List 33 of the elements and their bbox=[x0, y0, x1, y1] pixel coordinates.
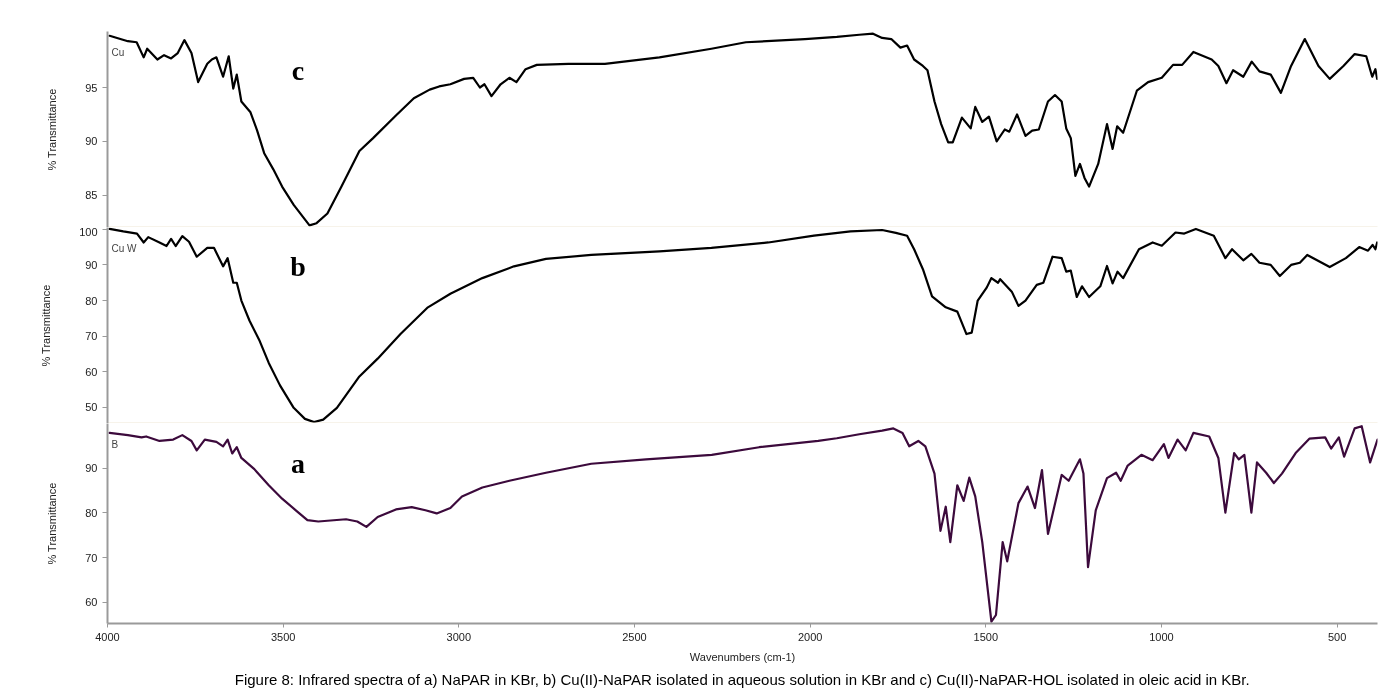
x-tick-label: 3500 bbox=[270, 630, 296, 643]
x-tick-label: 2500 bbox=[622, 630, 647, 643]
x-tick-label: 500 bbox=[1327, 630, 1347, 643]
y-tick-label: 60 bbox=[85, 596, 98, 609]
annotation: Cu W bbox=[111, 242, 138, 254]
x-tick-label: 4000 bbox=[95, 630, 120, 643]
y-tick-label: 70 bbox=[85, 551, 98, 564]
series-label: a bbox=[291, 448, 305, 479]
y-tick-label: 80 bbox=[85, 506, 98, 519]
y-axis-title: % Transmittance bbox=[46, 88, 59, 171]
x-tick-label: 1000 bbox=[1149, 630, 1174, 643]
y-tick-label: 90 bbox=[85, 462, 98, 475]
y-tick-label: 95 bbox=[85, 81, 98, 94]
series-label: c bbox=[291, 55, 305, 87]
y-tick-label: 80 bbox=[85, 294, 98, 307]
x-axis-title: Wavenumbers (cm-1) bbox=[689, 650, 796, 663]
y-axis-title: % Transmittance bbox=[46, 482, 59, 565]
x-tick-label: 3000 bbox=[446, 630, 472, 643]
y-tick-label: 50 bbox=[85, 401, 98, 414]
caption: Figure 8: Infrared spectra of a) NaPAR in KBr, b) Cu(II)-NaPAR isolated in aqueous solution in KBr and c) Cu(II)-NaPAR-HOL isolated in oleic acid in KBr. bbox=[234, 670, 1250, 688]
y-tick-label: 100 bbox=[79, 225, 98, 238]
annotation: B bbox=[111, 438, 119, 450]
annotation: Cu bbox=[111, 46, 125, 58]
y-axis-title: % Transmittance bbox=[40, 284, 53, 367]
y-tick-label: 85 bbox=[85, 189, 98, 202]
y-tick-label: 60 bbox=[85, 365, 98, 378]
series-label: b bbox=[290, 251, 306, 283]
y-tick-label: 70 bbox=[85, 330, 98, 343]
x-tick-label: 1500 bbox=[973, 630, 999, 643]
x-tick-label: 2000 bbox=[797, 630, 823, 643]
line-series bbox=[108, 227, 1378, 423]
y-tick-label: 90 bbox=[85, 258, 98, 271]
y-tick-label: 90 bbox=[85, 135, 98, 148]
